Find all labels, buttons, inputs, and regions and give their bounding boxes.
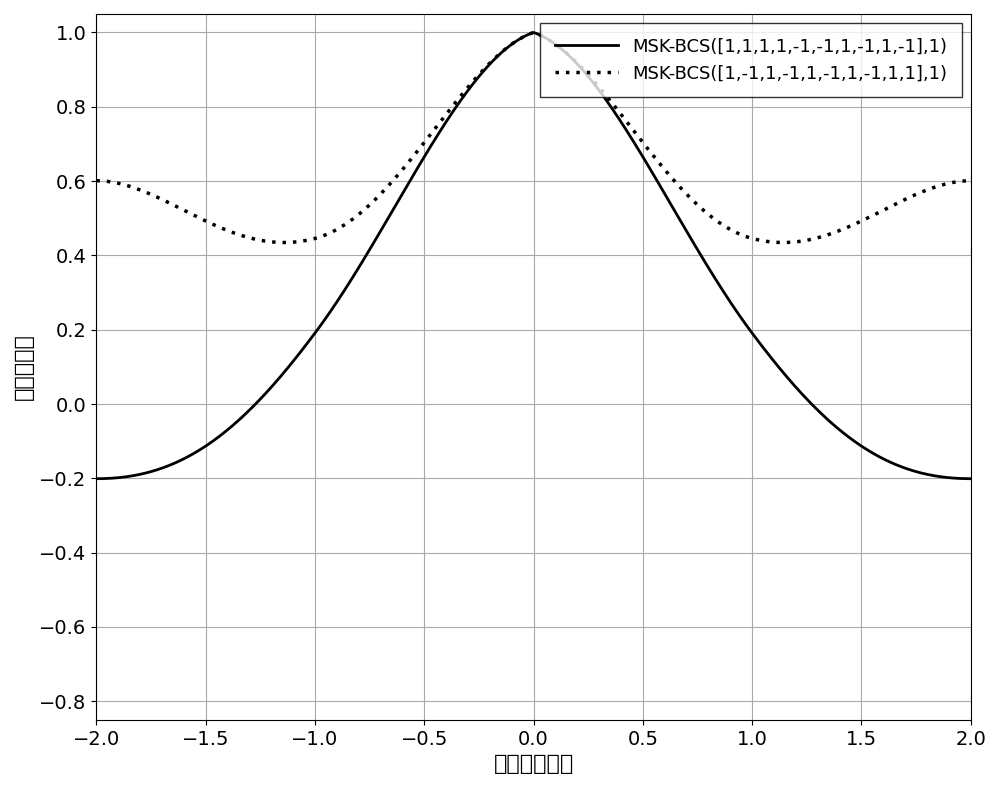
Legend: MSK-BCS([1,1,1,1,-1,-1,1,-1,1,-1],1), MSK-BCS([1,-1,1,-1,1,-1,1,-1,1,1],1): MSK-BCS([1,1,1,1,-1,-1,1,-1,1,-1],1), MS… [540, 23, 962, 97]
MSK-BCS([1,-1,1,-1,1,-1,1,-1,1,1],1) [646, 149, 658, 158]
MSK-BCS([1,-1,1,-1,1,-1,1,-1,1,1],1) [278, 238, 290, 247]
MSK-BCS([1,-1,1,-1,1,-1,1,-1,1,1],1) [958, 177, 970, 186]
Y-axis label: 自相关函数: 自相关函数 [14, 333, 34, 400]
X-axis label: 延迟［码片］: 延迟［码片］ [493, 754, 574, 774]
MSK-BCS([1,-1,1,-1,1,-1,1,-1,1,1],1) [965, 176, 977, 185]
MSK-BCS([1,1,1,1,-1,-1,1,-1,1,-1],1) [528, 28, 540, 37]
MSK-BCS([1,1,1,1,-1,-1,1,-1,1,-1],1) [644, 165, 656, 174]
MSK-BCS([1,1,1,1,-1,-1,1,-1,1,-1],1) [208, 435, 220, 444]
MSK-BCS([1,1,1,1,-1,-1,1,-1,1,-1],1) [965, 474, 977, 483]
Line: MSK-BCS([1,-1,1,-1,1,-1,1,-1,1,1],1): MSK-BCS([1,-1,1,-1,1,-1,1,-1,1,1],1) [96, 32, 971, 243]
MSK-BCS([1,-1,1,-1,1,-1,1,-1,1,1],1) [90, 176, 102, 185]
MSK-BCS([1,1,1,1,-1,-1,1,-1,1,-1],1) [321, 312, 333, 322]
MSK-BCS([1,1,1,1,-1,-1,1,-1,1,-1],1) [488, 55, 500, 65]
MSK-BCS([1,-1,1,-1,1,-1,1,-1,1,1],1) [208, 221, 220, 230]
MSK-BCS([1,1,1,1,-1,-1,1,-1,1,-1],1) [957, 474, 969, 483]
MSK-BCS([1,-1,1,-1,1,-1,1,-1,1,1],1) [322, 229, 334, 239]
MSK-BCS([1,-1,1,-1,1,-1,1,-1,1,1],1) [218, 225, 230, 234]
MSK-BCS([1,-1,1,-1,1,-1,1,-1,1,1],1) [528, 28, 540, 37]
MSK-BCS([1,1,1,1,-1,-1,1,-1,1,-1],1) [90, 474, 102, 483]
MSK-BCS([1,-1,1,-1,1,-1,1,-1,1,1],1) [489, 53, 501, 62]
MSK-BCS([1,1,1,1,-1,-1,1,-1,1,-1],1) [218, 428, 230, 437]
Line: MSK-BCS([1,1,1,1,-1,-1,1,-1,1,-1],1): MSK-BCS([1,1,1,1,-1,-1,1,-1,1,-1],1) [96, 32, 971, 478]
